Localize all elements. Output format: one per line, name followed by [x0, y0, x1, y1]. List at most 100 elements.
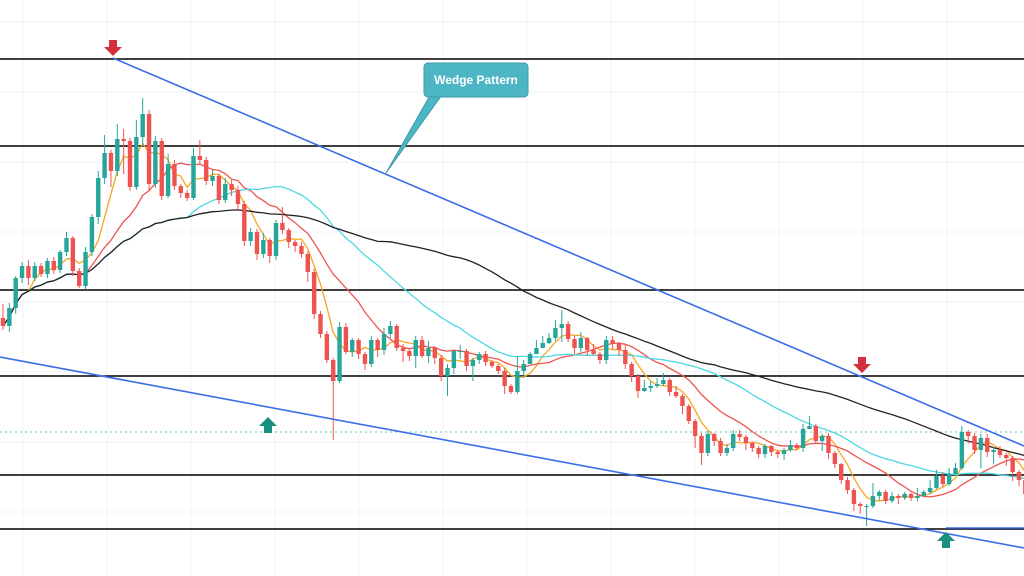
candle — [610, 336, 615, 350]
candle-body — [908, 494, 914, 498]
candle-body — [597, 354, 603, 360]
candle — [839, 463, 844, 484]
candle-body — [337, 327, 342, 381]
candle-body — [38, 266, 44, 274]
candle — [369, 336, 374, 367]
candle-body — [699, 436, 704, 453]
candle — [261, 233, 266, 258]
candle — [686, 404, 691, 424]
candle — [616, 342, 622, 356]
candle-body — [223, 184, 228, 200]
candle-body — [889, 496, 895, 501]
candle-body — [794, 445, 799, 448]
candle-body — [102, 153, 107, 178]
candle — [1016, 470, 1022, 486]
candle — [146, 110, 152, 190]
candle-body — [7, 308, 12, 326]
candle — [267, 238, 272, 263]
candle — [515, 356, 520, 394]
candle — [89, 214, 95, 256]
candle — [858, 502, 863, 514]
candle — [115, 124, 120, 176]
candle-body — [959, 432, 965, 468]
candle-body — [966, 432, 971, 436]
candle-body — [667, 380, 672, 392]
candle-body — [705, 434, 711, 453]
candle-body — [832, 453, 838, 464]
candle — [597, 352, 603, 364]
candle-body — [591, 350, 596, 354]
candle-body — [972, 436, 977, 450]
candle-body — [451, 351, 457, 368]
candle-body — [197, 156, 203, 160]
candle-body — [623, 350, 628, 364]
candle — [585, 337, 590, 356]
candle — [299, 242, 304, 258]
candle — [502, 368, 507, 394]
candle-body — [934, 476, 939, 488]
candle-body — [1016, 472, 1022, 480]
candle — [578, 332, 584, 352]
candle — [191, 148, 196, 200]
candle — [134, 120, 139, 190]
candle-body — [45, 261, 50, 274]
candle — [280, 207, 285, 234]
candle — [96, 171, 101, 224]
candle — [667, 378, 672, 396]
candle — [508, 384, 514, 394]
candle — [604, 336, 609, 364]
candle — [426, 341, 431, 363]
candle — [1010, 456, 1015, 481]
candle — [242, 201, 247, 246]
candle-body — [216, 176, 222, 200]
candle-body — [146, 114, 152, 184]
candle — [959, 426, 965, 470]
candle-body — [121, 139, 126, 141]
candle-body — [534, 348, 539, 354]
candle — [972, 433, 977, 454]
candle — [419, 336, 425, 358]
candle-body — [819, 436, 825, 441]
candle — [991, 447, 996, 464]
candle-body — [565, 324, 571, 339]
candle-body — [318, 314, 323, 334]
candle-body — [769, 446, 774, 452]
candle — [248, 228, 253, 246]
candle-body — [178, 186, 183, 193]
candle — [388, 321, 393, 338]
candle-body — [737, 434, 742, 437]
candle — [534, 340, 539, 354]
candle — [350, 338, 355, 357]
candle — [813, 424, 818, 443]
candle — [978, 434, 984, 468]
candle — [273, 220, 279, 260]
candle-body — [407, 351, 412, 356]
candle — [883, 490, 888, 504]
candle-body — [991, 450, 996, 452]
candle-body — [515, 371, 520, 392]
candle-body — [96, 178, 101, 217]
candle-body — [362, 354, 368, 364]
candle — [648, 381, 653, 392]
candle — [229, 180, 234, 196]
candle-body — [496, 366, 501, 371]
candle-body — [388, 326, 393, 334]
candle-body — [172, 164, 177, 186]
candle — [197, 140, 203, 164]
candle-body — [286, 230, 291, 242]
candle-body — [985, 438, 990, 452]
candle — [121, 129, 126, 174]
candle — [184, 190, 190, 201]
candle — [13, 276, 18, 314]
candle — [1004, 453, 1009, 466]
candle-body — [489, 362, 495, 366]
candle — [153, 136, 158, 188]
candle-body — [108, 153, 114, 171]
candle — [381, 328, 387, 355]
candle — [527, 352, 533, 364]
candle — [559, 310, 564, 342]
candle — [908, 493, 914, 501]
candle — [521, 360, 526, 378]
candle — [165, 154, 171, 198]
